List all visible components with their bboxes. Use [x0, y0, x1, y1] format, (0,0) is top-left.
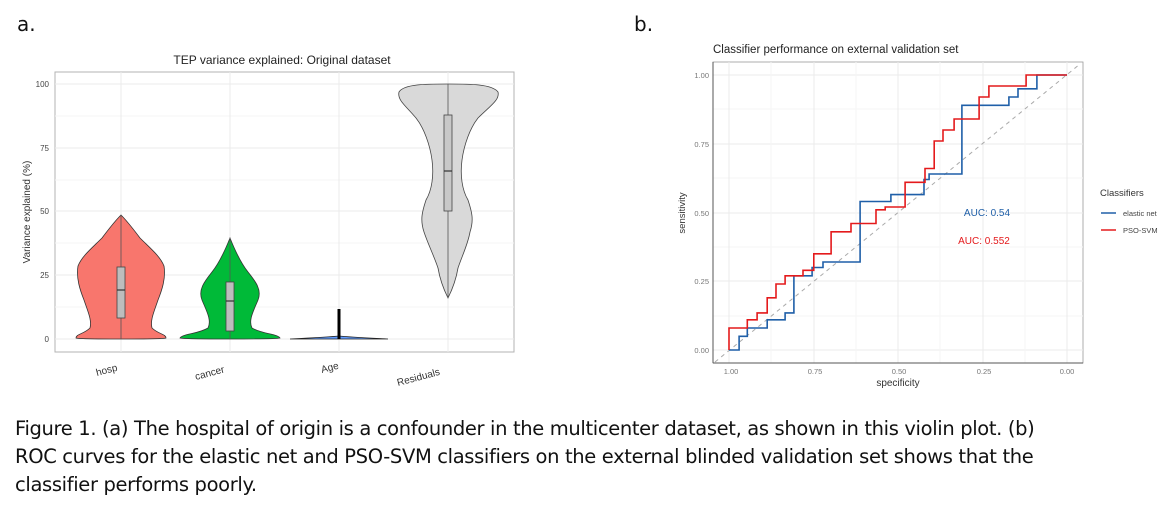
svg-text:0.50: 0.50 [694, 209, 709, 218]
svg-text:1.00: 1.00 [724, 367, 739, 376]
caption-line-2: ROC curves for the elastic net and PSO-S… [15, 445, 1034, 468]
panel-label-a: a. [17, 12, 36, 36]
auc-elastic-net: AUC: 0.54 [964, 208, 1011, 219]
panel-label-b: b. [634, 12, 654, 36]
svg-text:0.50: 0.50 [892, 367, 907, 376]
svg-text:0.75: 0.75 [694, 140, 709, 149]
svg-text:50: 50 [40, 207, 49, 216]
roc-chance-line [714, 63, 1081, 363]
roc-curve-elastic-net [729, 74, 1067, 351]
svg-text:0.25: 0.25 [977, 367, 992, 376]
legend-item-pso-svm: PSO-SVM [1123, 226, 1158, 235]
svg-text:0.00: 0.00 [694, 346, 709, 355]
caption-line-3: classifier performs poorly. [15, 473, 257, 496]
svg-text:25: 25 [40, 271, 49, 280]
violin-y-label: Variance explained (%) [22, 161, 33, 264]
violin-plot-panel: TEP variance explained: Original dataset… [22, 53, 515, 389]
roc-grid [713, 62, 1083, 363]
violin-chart-title: TEP variance explained: Original dataset [173, 53, 391, 67]
x-tick-cancer: cancer [194, 364, 226, 383]
boxplot-residuals [443, 114, 453, 212]
violin-x-axis: hosp cancer Age Residuals [95, 361, 441, 389]
roc-curve-pso-svm [728, 74, 1067, 350]
boxplot-hosp [116, 266, 126, 319]
roc-legend: Classifiers elastic net PSO-SVM [1100, 188, 1158, 235]
x-tick-age: Age [320, 361, 340, 376]
roc-y-label: sensitivity [677, 192, 688, 233]
svg-text:0.00: 0.00 [1060, 367, 1075, 376]
roc-x-label: specificity [876, 378, 919, 389]
roc-plot-panel: Classifier performance on external valid… [677, 44, 1158, 389]
x-tick-residuals: Residuals [396, 367, 441, 389]
boxplot-cancer [225, 281, 235, 332]
violin-y-axis: 100 75 50 25 0 [36, 80, 50, 344]
auc-pso-svm: AUC: 0.552 [958, 236, 1010, 247]
svg-text:0.25: 0.25 [694, 277, 709, 286]
caption-line-1: Figure 1. (a) The hospital of origin is … [15, 417, 1035, 440]
svg-text:1.00: 1.00 [694, 71, 709, 80]
svg-text:0.75: 0.75 [808, 367, 823, 376]
roc-x-axis: 1.00 0.75 0.50 0.25 0.00 [724, 367, 1075, 376]
roc-chart-title: Classifier performance on external valid… [713, 44, 959, 56]
x-tick-hosp: hosp [95, 363, 119, 379]
legend-title: Classifiers [1100, 188, 1144, 199]
legend-item-elastic-net: elastic net [1123, 209, 1158, 218]
figure-caption: Figure 1. (a) The hospital of origin is … [15, 415, 1165, 499]
svg-text:75: 75 [40, 144, 49, 153]
roc-y-axis: 1.00 0.75 0.50 0.25 0.00 [694, 71, 709, 355]
svg-text:100: 100 [36, 80, 50, 89]
svg-text:0: 0 [45, 335, 50, 344]
